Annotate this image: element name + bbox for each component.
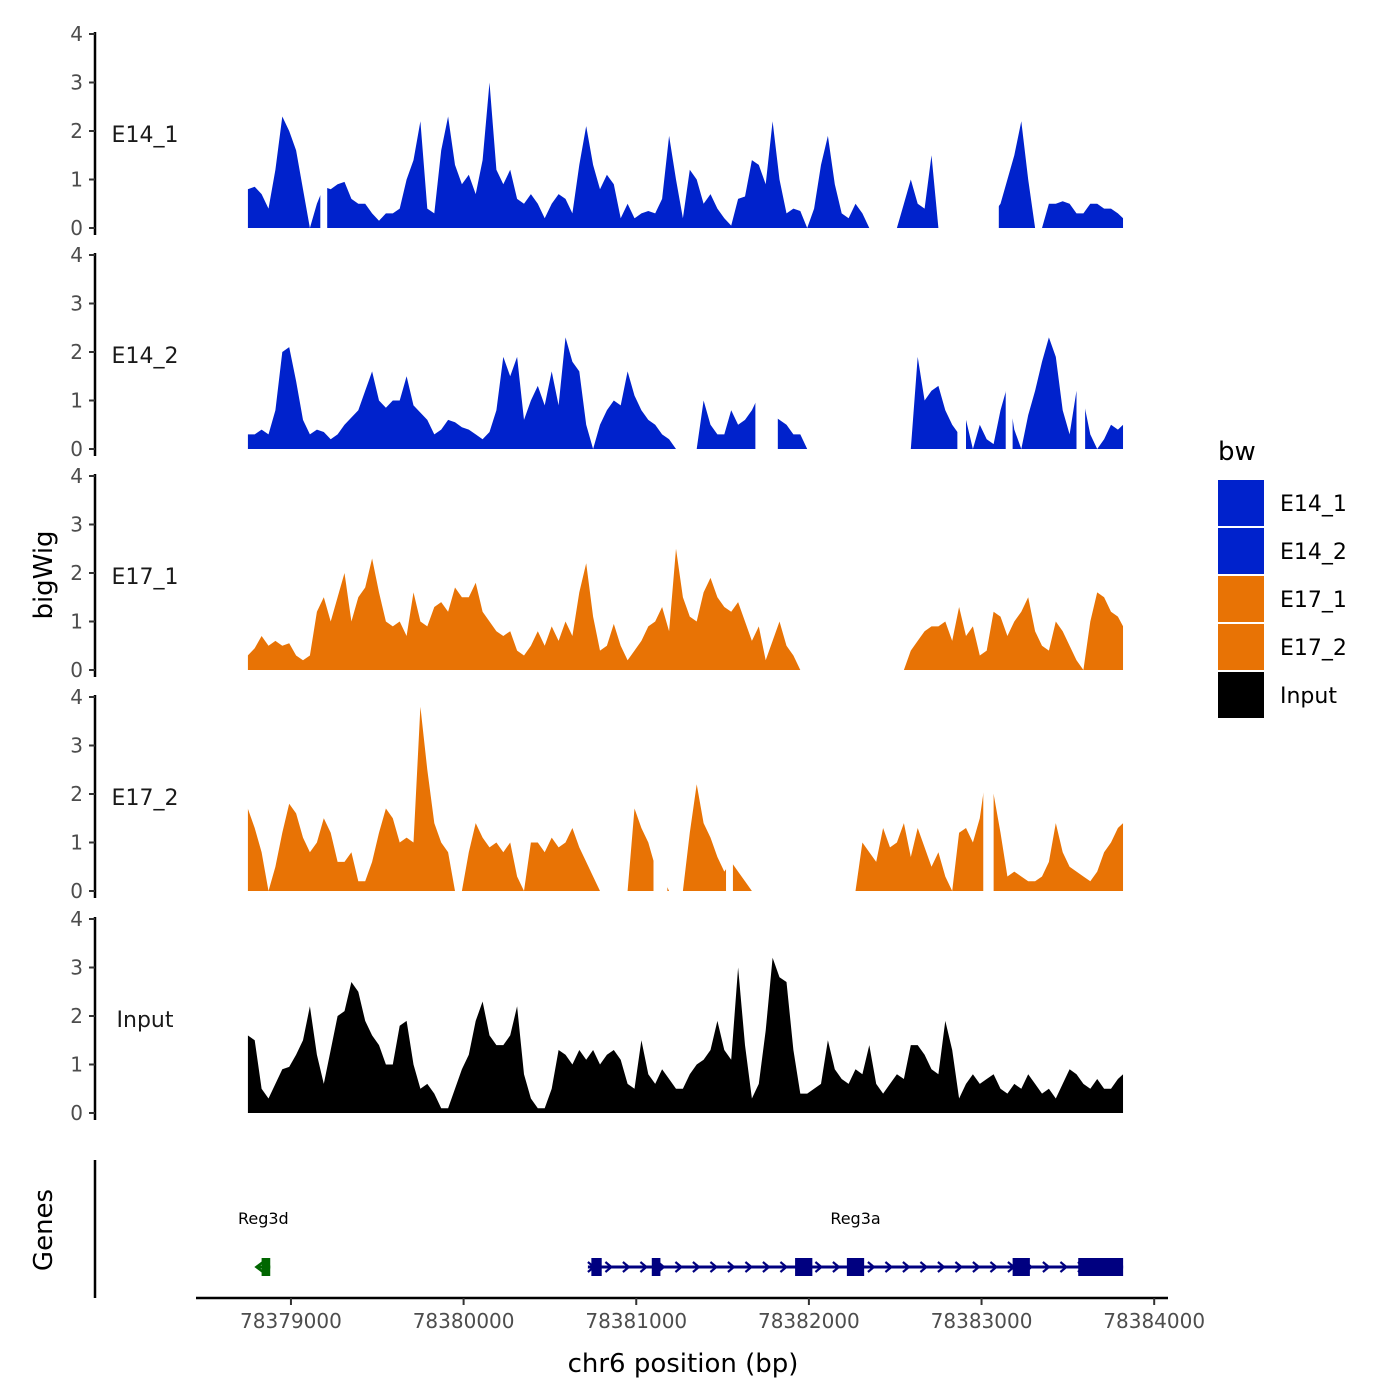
exon (846, 1258, 865, 1276)
exon (795, 1258, 813, 1276)
y-tick-label: 0 (70, 437, 83, 461)
strand-chevron (867, 1261, 876, 1273)
x-tick-label: 78384000 (1103, 1309, 1205, 1333)
exon (261, 1258, 271, 1276)
area-e17-2 (247, 706, 1124, 891)
strand-chevron (972, 1261, 981, 1273)
y-tick-label: 2 (70, 561, 83, 585)
y-tick-label: 1 (70, 168, 83, 192)
y-tick-label: 3 (70, 513, 83, 537)
legend-label-e14-1: E14_1 (1280, 492, 1347, 517)
strand-chevron (884, 1261, 894, 1273)
strand-chevron (989, 1261, 999, 1273)
y-tick-label: 4 (70, 907, 83, 931)
x-axis-title: chr6 position (bp) (568, 1349, 799, 1379)
y-tick-label: 0 (70, 1101, 83, 1125)
legend-swatch-e14-1 (1218, 480, 1264, 526)
y-tick-label: 3 (70, 292, 83, 316)
strand-chevron (779, 1261, 789, 1273)
gene-label-reg3a: Reg3a (830, 1209, 880, 1228)
strand-chevron (727, 1261, 736, 1273)
strand-chevron (604, 1261, 614, 1273)
legend-title: bw (1218, 437, 1256, 467)
legend-label-e14-2: E14_2 (1280, 540, 1347, 565)
strand-chevron (902, 1261, 911, 1273)
y-axis-title: bigWig (29, 530, 59, 619)
y-tick-label: 0 (70, 658, 83, 682)
legend-label-e17-1: E17_1 (1280, 588, 1347, 613)
strand-chevron (814, 1261, 824, 1273)
legend-swatch-input (1218, 672, 1264, 718)
x-tick-label: 78381000 (585, 1309, 687, 1333)
strand-chevron (832, 1261, 841, 1273)
exon (651, 1258, 661, 1276)
track-label-e17-1: E17_1 (112, 565, 179, 590)
track-label-e17-2: E17_2 (112, 786, 179, 811)
y-tick-label: 0 (70, 216, 83, 240)
strand-chevron (1059, 1261, 1069, 1273)
track-label-e14-1: E14_1 (112, 123, 179, 148)
gene-reg3a: Reg3a (587, 1209, 1124, 1276)
legend-label-e17-2: E17_2 (1280, 636, 1347, 661)
y-tick-label: 3 (70, 956, 83, 980)
legend: bw E14_1 E14_2 E17_1 E17_2 Input (1218, 437, 1347, 718)
y-tick-label: 1 (70, 610, 83, 634)
strand-chevron (622, 1261, 631, 1273)
y-tick-label: 2 (70, 1004, 83, 1028)
strand-chevron (919, 1261, 929, 1273)
strand-chevron (639, 1261, 649, 1273)
tracks-group: 0 1 2 3 4 E14_1 0 1 2 3 4 E14_2 0 1 2 3 4 E17_1 0 1 2 3 4 E17_2… (70, 22, 1124, 1125)
gene-track: Reg3d Reg3a (93, 1160, 1124, 1298)
x-tick-label: 78383000 (931, 1309, 1033, 1333)
y-tick-label: 4 (70, 22, 83, 46)
y-tick-label: 1 (70, 831, 83, 855)
track-input: 0 1 2 3 4 Input (70, 907, 1124, 1125)
legend-label-input: Input (1280, 684, 1337, 709)
strand-chevron (937, 1261, 946, 1273)
strand-chevron (954, 1261, 964, 1273)
y-tick-label: 2 (70, 782, 83, 806)
y-tick-label: 3 (70, 734, 83, 758)
genes-axis-title: Genes (29, 1189, 59, 1271)
area-e14-1 (247, 82, 1124, 228)
track-e14-2: 0 1 2 3 4 E14_2 (70, 243, 1124, 461)
legend-swatch-e17-2 (1218, 624, 1264, 670)
strand-chevron (692, 1261, 701, 1273)
x-tick-label: 78379000 (240, 1309, 342, 1333)
x-tick-label: 78382000 (758, 1309, 860, 1333)
y-tick-label: 4 (70, 685, 83, 709)
y-tick-label: 0 (70, 879, 83, 903)
y-tick-label: 3 (70, 71, 83, 95)
track-e14-1: 0 1 2 3 4 E14_1 (70, 22, 1124, 240)
x-tick-label: 78380000 (413, 1309, 515, 1333)
y-tick-label: 1 (70, 1053, 83, 1077)
area-e14-2 (247, 337, 1124, 449)
y-tick-label: 2 (70, 119, 83, 143)
strand-chevron (709, 1261, 719, 1273)
y-tick-label: 4 (70, 464, 83, 488)
y-tick-label: 4 (70, 243, 83, 267)
x-axis: 78379000 78380000 78381000 78382000 78383000… (196, 1296, 1205, 1333)
track-label-e14-2: E14_2 (112, 344, 179, 369)
gene-reg3d: Reg3d (238, 1209, 289, 1276)
strand-chevron (744, 1261, 754, 1273)
area-input (247, 957, 1124, 1113)
track-label-input: Input (117, 1008, 174, 1033)
legend-swatch-e17-1 (1218, 576, 1264, 622)
y-tick-label: 1 (70, 389, 83, 413)
gene-label-reg3d: Reg3d (238, 1209, 289, 1228)
y-tick-label: 2 (70, 340, 83, 364)
track-e17-1: 0 1 2 3 4 E17_1 (70, 464, 1124, 682)
strand-chevron (762, 1261, 771, 1273)
legend-swatch-e14-2 (1218, 528, 1264, 574)
exon (1012, 1258, 1030, 1276)
exon (1078, 1258, 1124, 1276)
strand-chevron (1042, 1261, 1051, 1273)
track-e17-2: 0 1 2 3 4 E17_2 (70, 685, 1124, 903)
exon (591, 1258, 602, 1276)
strand-chevron (674, 1261, 684, 1273)
area-e17-1 (247, 548, 1124, 670)
